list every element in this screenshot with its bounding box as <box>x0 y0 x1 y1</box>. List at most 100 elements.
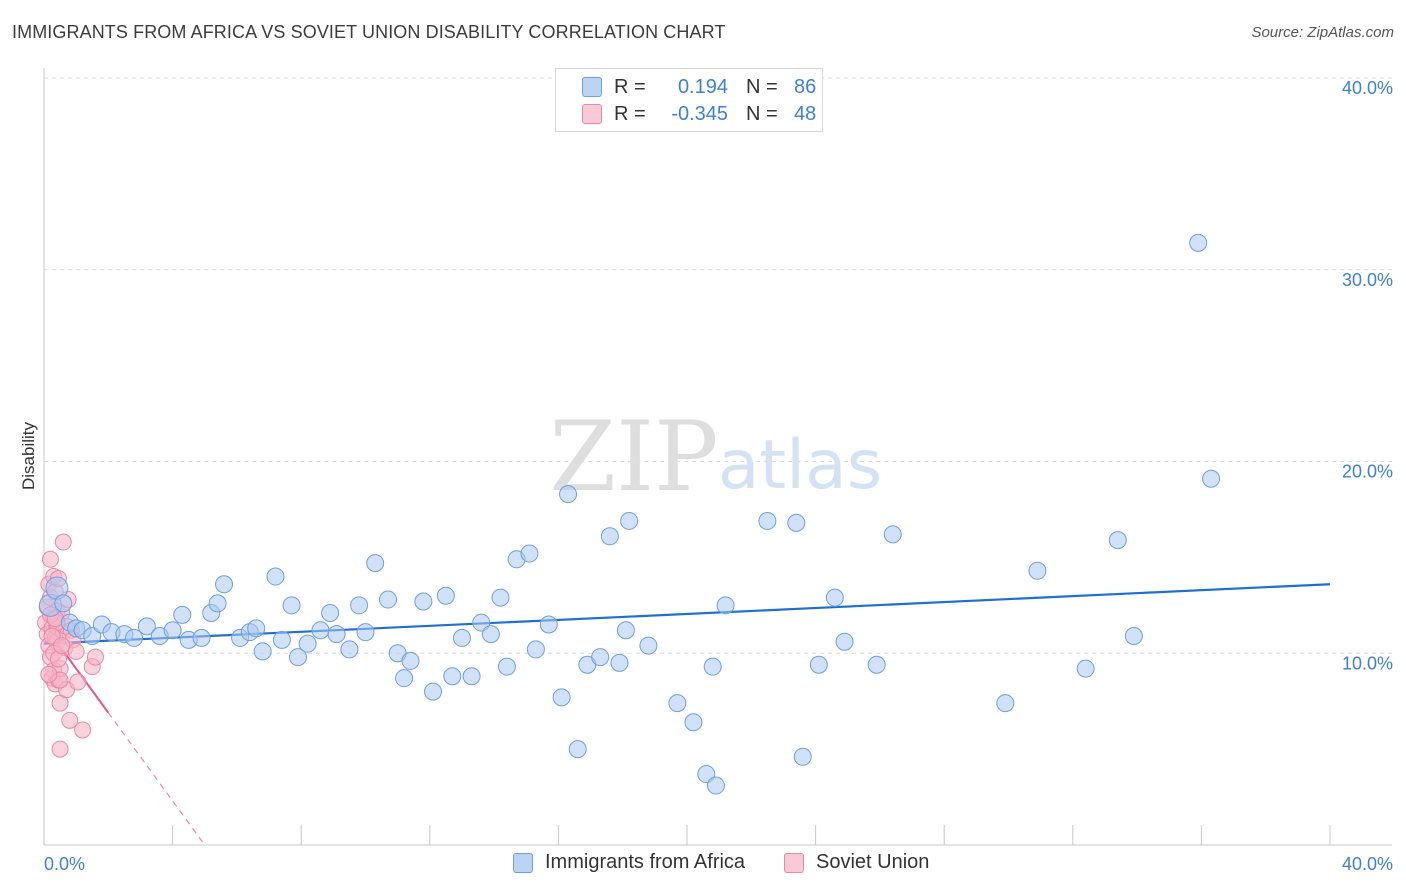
legend-item-soviet: Soviet Union <box>784 851 929 874</box>
data-point-soviet <box>69 673 87 691</box>
data-point-africa <box>706 776 725 795</box>
n-label: N = <box>746 75 778 98</box>
data-point-soviet <box>53 637 71 655</box>
data-point-africa <box>996 694 1015 713</box>
data-point-africa <box>298 634 317 653</box>
trend-lines <box>43 583 1331 846</box>
legend-row-africa: R = 0.194 N = 86 <box>582 74 816 100</box>
data-point-africa <box>1028 561 1047 580</box>
data-point-africa <box>350 596 369 615</box>
data-point-africa <box>758 511 777 530</box>
data-point-africa <box>883 525 902 544</box>
data-point-africa <box>163 621 182 640</box>
source-credit: Source: ZipAtlas.com <box>1251 24 1394 41</box>
n-value: 48 <box>794 102 817 125</box>
data-point-africa <box>436 586 455 605</box>
data-point-africa <box>787 513 806 532</box>
data-point-africa <box>472 613 491 632</box>
data-point-africa <box>793 747 812 766</box>
data-point-africa <box>616 621 635 640</box>
chart-title: IMMIGRANTS FROM AFRICA VS SOVIET UNION D… <box>12 22 726 42</box>
data-point-africa <box>356 623 375 642</box>
r-value: 0.194 <box>677 75 728 98</box>
data-point-africa <box>327 625 346 644</box>
data-point-africa <box>288 648 307 667</box>
n-label: N = <box>746 102 778 125</box>
data-point-africa <box>568 740 587 759</box>
data-point-africa <box>491 588 510 607</box>
data-point-africa <box>835 632 854 651</box>
data-point-soviet <box>41 550 59 568</box>
data-point-africa <box>414 592 433 611</box>
data-point-soviet <box>67 642 85 660</box>
data-point-africa <box>379 590 398 609</box>
x-tick-label: 40.0% <box>1342 854 1393 874</box>
data-point-soviet <box>86 648 104 666</box>
data-point-africa <box>282 596 301 615</box>
data-point-africa <box>192 628 211 647</box>
series-soviet-union <box>37 533 104 758</box>
data-point-africa <box>668 694 687 713</box>
data-point-africa <box>395 669 414 688</box>
legend-item-africa: Immigrants from Africa <box>513 851 745 874</box>
data-point-africa <box>809 655 828 674</box>
data-point-africa <box>424 682 443 701</box>
data-point-africa <box>340 640 359 659</box>
data-point-africa <box>703 657 722 676</box>
axes <box>43 68 1392 846</box>
data-point-africa <box>610 653 629 672</box>
data-point-africa <box>1189 233 1208 252</box>
legend-swatch-pink <box>582 104 602 124</box>
data-point-africa <box>83 626 102 645</box>
data-point-soviet <box>61 711 79 729</box>
series-immigrants-from-africa <box>38 233 1221 795</box>
data-point-africa <box>173 605 192 624</box>
trend-line-soviet-extension <box>107 712 206 846</box>
n-value: 86 <box>794 75 817 98</box>
data-point-soviet <box>51 740 69 758</box>
data-point-africa <box>481 625 500 644</box>
data-point-africa <box>247 619 266 638</box>
y-tick-label: 40.0% <box>1342 78 1393 98</box>
y-tick-label: 30.0% <box>1342 270 1393 290</box>
data-point-africa <box>825 588 844 607</box>
data-point-africa <box>526 640 545 659</box>
data-point-africa <box>452 628 471 647</box>
data-point-africa <box>1202 469 1221 488</box>
y-axis-label: Disability <box>19 421 38 490</box>
data-point-africa <box>208 594 227 613</box>
data-point-africa <box>462 667 481 686</box>
data-point-africa <box>520 544 539 563</box>
legend-label-soviet: Soviet Union <box>816 851 930 873</box>
watermark: ZIP atlas <box>549 401 882 513</box>
data-point-africa <box>215 575 234 594</box>
data-point-africa <box>321 603 340 622</box>
data-point-africa <box>697 765 716 784</box>
r-label: R = <box>614 75 646 98</box>
data-point-africa <box>552 688 571 707</box>
data-point-africa <box>1108 531 1127 550</box>
r-value: -0.345 <box>671 102 728 125</box>
data-point-africa <box>366 554 385 573</box>
data-point-soviet <box>40 665 58 683</box>
watermark-zip: ZIP <box>549 401 718 513</box>
legend-row-soviet: R = -0.345 N = 48 <box>582 101 816 127</box>
data-point-africa <box>443 667 462 686</box>
data-point-africa <box>559 485 578 504</box>
x-tick-label: 0.0% <box>44 854 85 874</box>
data-point-africa <box>54 594 73 613</box>
data-point-africa <box>867 655 886 674</box>
data-point-africa <box>620 511 639 530</box>
data-point-africa <box>1076 659 1095 678</box>
data-point-africa <box>1124 626 1143 645</box>
data-point-africa <box>401 651 420 670</box>
stats-legend: R = 0.194 N = 86 R = -0.345 N = 48 <box>555 68 823 132</box>
data-point-africa <box>716 596 735 615</box>
legend-swatch-pink <box>784 852 804 873</box>
data-point-africa <box>539 615 558 634</box>
data-point-africa <box>311 621 330 640</box>
data-point-soviet <box>74 721 92 739</box>
r-label: R = <box>614 102 646 125</box>
data-point-africa <box>684 713 703 732</box>
